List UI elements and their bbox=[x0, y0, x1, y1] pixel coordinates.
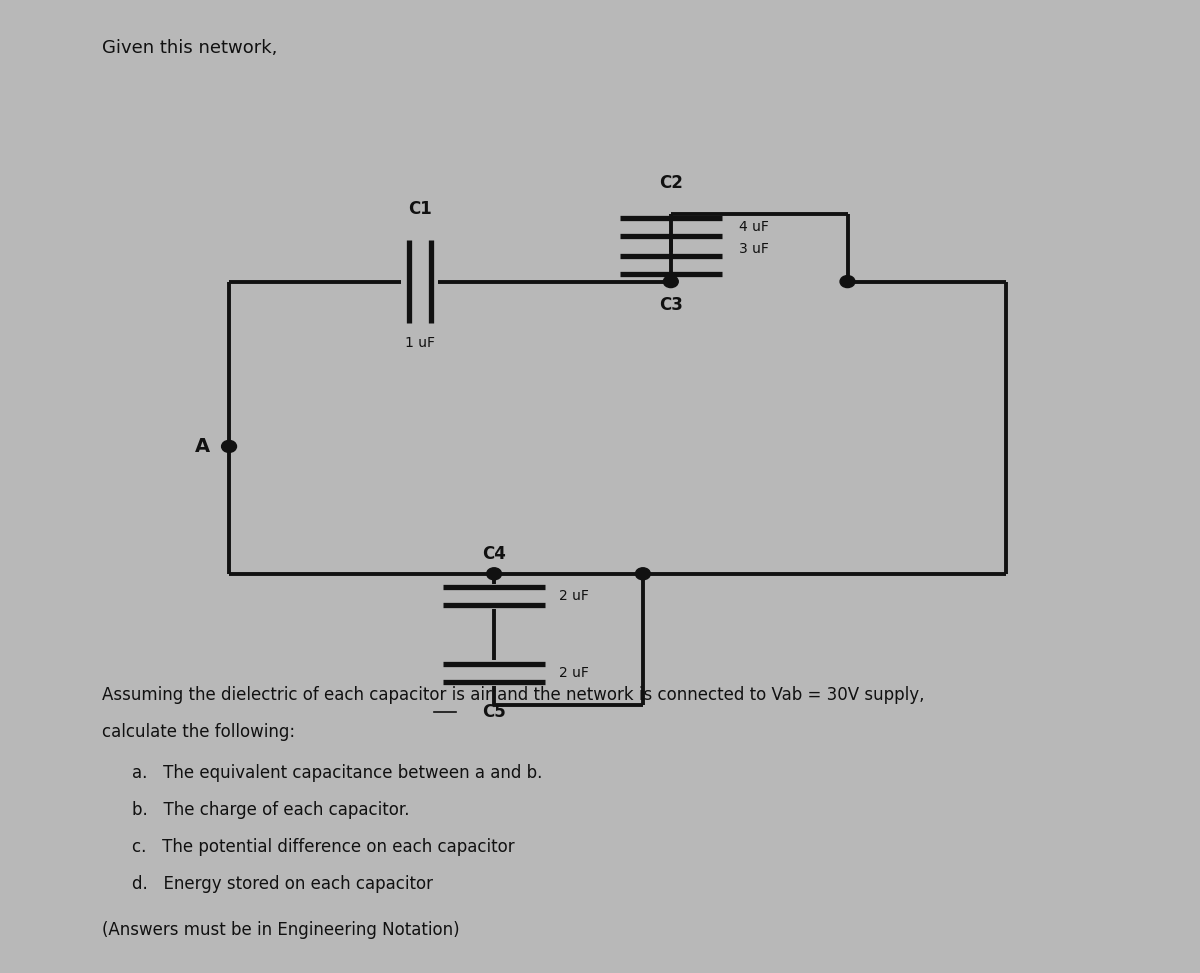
Text: b.   The charge of each capacitor.: b. The charge of each capacitor. bbox=[132, 801, 409, 818]
Text: 2 uF: 2 uF bbox=[559, 667, 589, 680]
Text: A: A bbox=[196, 437, 210, 456]
Text: C3: C3 bbox=[659, 296, 683, 314]
Circle shape bbox=[840, 275, 854, 288]
Text: c.   The potential difference on each capacitor: c. The potential difference on each capa… bbox=[132, 838, 515, 855]
Text: Assuming the dielectric of each capacitor is air and the network is connected to: Assuming the dielectric of each capacito… bbox=[102, 686, 924, 703]
Text: Given this network,: Given this network, bbox=[102, 39, 277, 56]
Text: a.   The equivalent capacitance between a and b.: a. The equivalent capacitance between a … bbox=[132, 764, 542, 781]
Text: C4: C4 bbox=[482, 545, 506, 563]
Text: calculate the following:: calculate the following: bbox=[102, 723, 295, 740]
Circle shape bbox=[487, 568, 502, 580]
Text: (Answers must be in Engineering Notation): (Answers must be in Engineering Notation… bbox=[102, 921, 460, 939]
Text: 4 uF: 4 uF bbox=[739, 220, 768, 234]
Text: 3 uF: 3 uF bbox=[739, 241, 768, 256]
Circle shape bbox=[636, 568, 650, 580]
Text: 2 uF: 2 uF bbox=[559, 590, 589, 603]
Circle shape bbox=[664, 275, 678, 288]
Text: 1 uF: 1 uF bbox=[404, 337, 434, 350]
Text: d.   Energy stored on each capacitor: d. Energy stored on each capacitor bbox=[132, 875, 433, 892]
Text: C2: C2 bbox=[659, 174, 683, 192]
Circle shape bbox=[222, 441, 236, 452]
Text: C5: C5 bbox=[482, 703, 506, 721]
Text: C1: C1 bbox=[408, 199, 432, 218]
